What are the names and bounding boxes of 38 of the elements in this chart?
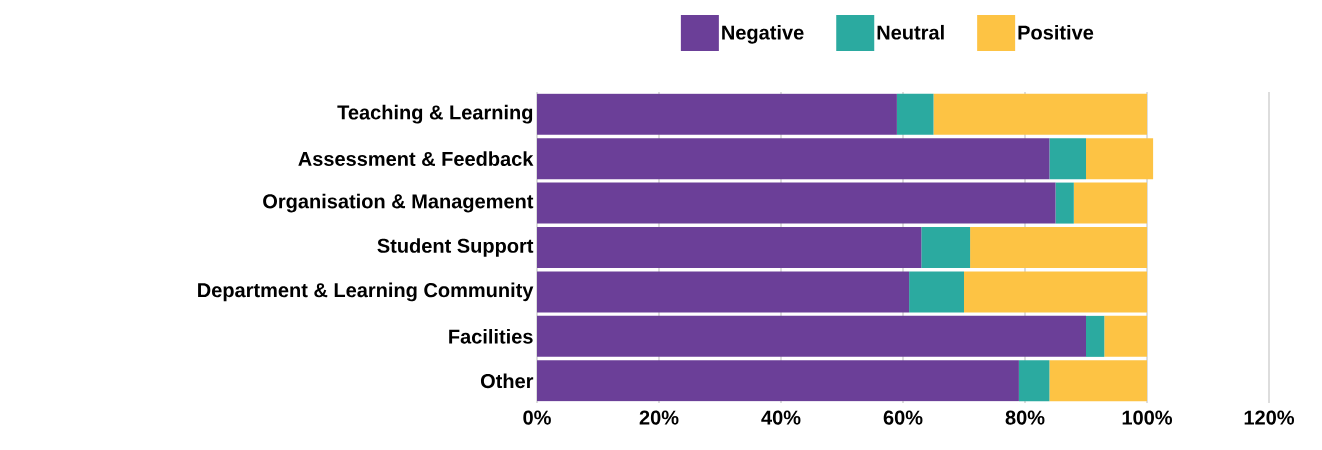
x-tick-label: 80% [1005,410,1045,425]
bar [537,138,1050,180]
bar [896,93,934,135]
y-tick-label: Facilities [449,329,533,344]
bar [1086,315,1105,357]
bar [537,271,910,313]
bar [1073,182,1148,224]
y-tick-label: Student Support [377,238,534,257]
legend-label: Positive [1018,24,1094,40]
bar [1104,315,1148,357]
y-tick-label: Assessment & Feedback [298,151,534,166]
bar [537,315,1087,357]
legend-label: Neutral [877,24,944,40]
bar [933,93,1148,135]
bar [964,271,1148,313]
y-tick-label: Teaching & Learning [337,104,533,124]
bar [537,360,1019,402]
y-tick-label: Organisation & Management [263,193,534,213]
bar [537,227,922,269]
bar [1086,138,1154,180]
bar [537,93,897,135]
x-tick-label: 120% [1244,410,1295,425]
bar [537,182,1056,224]
x-tick-label: 20% [639,410,679,425]
bar [909,271,965,313]
y-tick-label: Department & Learning Community [198,282,534,302]
y-tick-label: Other [480,373,534,389]
bar [1018,360,1050,402]
bar [921,227,971,269]
x-tick-label: 100% [1122,410,1173,425]
x-tick-label: 0% [523,410,551,425]
legend-label: Negative [722,24,804,44]
bar [1049,360,1148,402]
x-tick-label: 60% [883,410,923,425]
bar [1055,182,1074,224]
bar [1049,138,1087,180]
x-tick-label: 40% [761,410,801,425]
bar [970,227,1148,269]
